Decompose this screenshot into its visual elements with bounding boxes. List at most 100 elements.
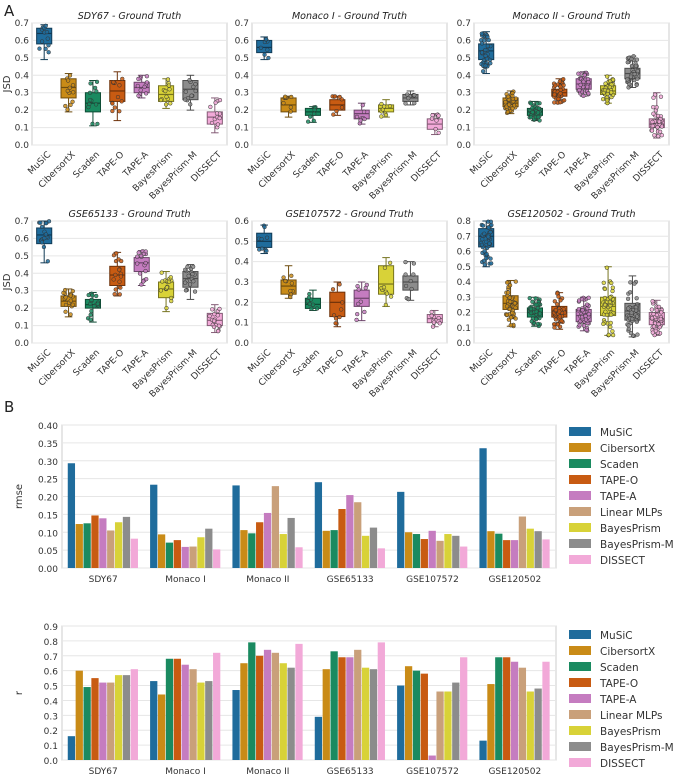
y-tick-label: 0.3 (15, 287, 29, 297)
box-bayesprism (158, 77, 175, 109)
legend-swatch (569, 427, 591, 436)
data-point (602, 286, 608, 292)
data-point (112, 292, 117, 297)
y-tick-label: 0.1 (44, 742, 58, 752)
bar-music (67, 736, 76, 760)
data-point (659, 124, 664, 129)
box-scaden (304, 289, 321, 311)
data-point (537, 311, 543, 316)
bar-cibersortx (322, 530, 330, 568)
data-point (609, 312, 614, 317)
data-point (191, 279, 196, 284)
bar-bayesprism-m (534, 531, 542, 568)
box-tape-a (353, 102, 370, 126)
bar-bayesprism-m (369, 669, 378, 760)
data-point (610, 329, 615, 334)
data-point (480, 69, 486, 74)
data-point (489, 222, 494, 228)
data-point (117, 292, 122, 297)
data-point (165, 77, 171, 82)
box-tape-a (133, 249, 150, 287)
bar-cibersortx (157, 534, 166, 568)
data-point (215, 122, 220, 127)
data-point (655, 113, 661, 119)
y-tick-label: 0.3 (44, 712, 58, 722)
data-point (192, 289, 198, 294)
bar-music (314, 716, 323, 760)
legend-swatch (569, 539, 591, 548)
data-point (530, 105, 535, 111)
bar-bayesprism (526, 691, 534, 760)
legend-label: Linear MLPs (600, 710, 663, 722)
data-point (577, 88, 582, 93)
data-point (331, 112, 336, 117)
category-label: TAPE-O (316, 348, 347, 379)
data-point (183, 280, 188, 285)
data-point (506, 94, 511, 99)
data-point (283, 278, 288, 284)
data-point (488, 256, 493, 261)
data-point (354, 317, 359, 323)
legend-swatch (569, 630, 591, 639)
bar-tape-o (256, 655, 264, 760)
data-point (579, 315, 585, 320)
data-point (95, 121, 100, 127)
data-point (482, 262, 487, 267)
bar-scaden (83, 687, 91, 760)
box-scaden (84, 79, 101, 127)
bar-linear-mlps (354, 649, 362, 760)
box-dissect (426, 112, 443, 136)
legend-swatch (569, 710, 591, 719)
data-point (207, 313, 212, 319)
y-tick-label: 0.6 (44, 668, 59, 678)
data-point (43, 46, 48, 52)
data-point (120, 76, 125, 82)
legend: MuSiC CibersortX Scaden TAPE-O TAPE-A Linear … (569, 427, 674, 567)
data-point (584, 327, 589, 332)
data-point (610, 332, 616, 338)
y-tick-label: 0.0 (15, 141, 30, 151)
data-point (141, 279, 146, 284)
data-point (412, 93, 417, 98)
data-point (306, 295, 312, 300)
y-tick-label: 0.7 (44, 653, 58, 663)
data-point (68, 312, 73, 317)
y-tick-label: 0.8 (44, 638, 59, 648)
data-point (651, 105, 656, 110)
data-point (89, 297, 94, 302)
data-point (364, 282, 369, 288)
data-point (625, 77, 630, 82)
y-tick-label: 0.4 (235, 258, 250, 268)
bar-scaden (165, 658, 174, 760)
panel-title: GSE65133 - Ground Truth (69, 209, 191, 220)
bar-linear-mlps (271, 486, 280, 568)
bar-bayesprism (197, 537, 205, 568)
data-point (110, 101, 115, 106)
data-point (214, 111, 220, 116)
data-point (533, 296, 538, 301)
y-tick-label: 0.1 (235, 124, 249, 134)
data-point (504, 304, 510, 309)
y-tick-label: 0.6 (15, 36, 30, 46)
box-music (256, 36, 273, 61)
data-point (217, 115, 222, 121)
data-point (628, 74, 634, 79)
bar-bayesprism (444, 691, 452, 760)
data-point (634, 296, 639, 301)
data-point (485, 43, 490, 49)
bar-music (314, 482, 323, 568)
data-point (112, 105, 117, 110)
box-cibersortx (280, 265, 297, 300)
bar-cibersortx (240, 663, 248, 760)
data-point (505, 280, 510, 285)
data-point (216, 323, 222, 328)
category-label: SDY67 (89, 767, 118, 777)
data-point (604, 312, 610, 318)
data-point (649, 307, 655, 312)
legend-swatch (569, 742, 591, 751)
data-point (429, 313, 434, 318)
data-point (626, 326, 631, 332)
data-point (337, 94, 342, 100)
y-tick-label: 0.3 (15, 89, 29, 99)
data-point (44, 29, 50, 35)
